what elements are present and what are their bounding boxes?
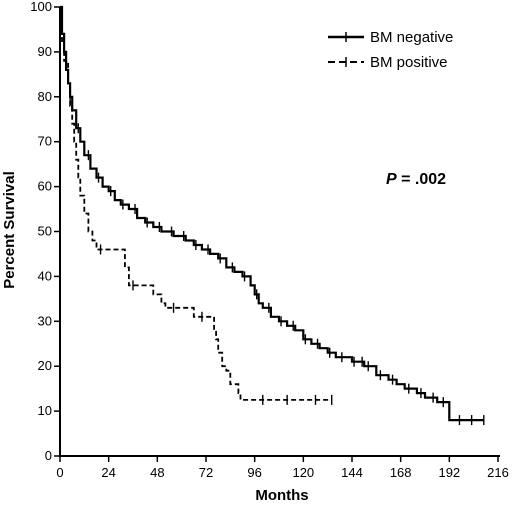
y-tick-label: 40	[38, 268, 52, 283]
y-tick-label: 20	[38, 358, 52, 373]
y-tick-label: 10	[38, 403, 52, 418]
y-tick-label: 100	[30, 0, 52, 14]
p-value-number: = .002	[397, 171, 446, 188]
legend: BM negative BM positive	[328, 29, 453, 71]
legend-item-bm-negative: BM negative	[328, 29, 453, 46]
x-tick-label: 192	[438, 465, 460, 480]
y-tick-label: 90	[38, 44, 52, 59]
x-tick-label: 168	[390, 465, 412, 480]
legend-label-bm-positive: BM positive	[370, 54, 448, 71]
y-tick-label: 80	[38, 89, 52, 104]
x-tick-label: 24	[101, 465, 115, 480]
tick-marks	[54, 6, 499, 462]
p-value-symbol: P	[386, 171, 397, 188]
x-tick-label: 216	[487, 465, 509, 480]
x-tick-label: 120	[292, 465, 314, 480]
y-axis-title: Percent Survival	[1, 171, 18, 289]
y-tick-label: 70	[38, 134, 52, 149]
series-group	[60, 5, 485, 426]
tick-labels: 0 10 20 30 40 50 60 70 80 90 100 0 24 48 72 96 120 144 168…	[30, 0, 509, 480]
axes	[59, 7, 500, 457]
x-axis-title: Months	[255, 487, 308, 504]
legend-label-bm-negative: BM negative	[370, 29, 453, 46]
y-tick-label: 30	[38, 313, 52, 328]
x-tick-label: 144	[341, 465, 363, 480]
legend-item-bm-positive: BM positive	[328, 54, 448, 71]
x-tick-label: 96	[247, 465, 261, 480]
series-line-bm-positive	[60, 6, 332, 401]
series-line-bm-negative	[60, 5, 484, 422]
p-value-annotation: P = .002	[386, 171, 446, 188]
series-bm-positive	[60, 6, 333, 405]
y-tick-label: 0	[45, 448, 52, 463]
y-tick-label: 60	[38, 179, 52, 194]
x-tick-label: 0	[56, 465, 63, 480]
x-tick-label: 72	[199, 465, 213, 480]
y-tick-label: 50	[38, 224, 52, 239]
x-tick-label: 48	[150, 465, 164, 480]
